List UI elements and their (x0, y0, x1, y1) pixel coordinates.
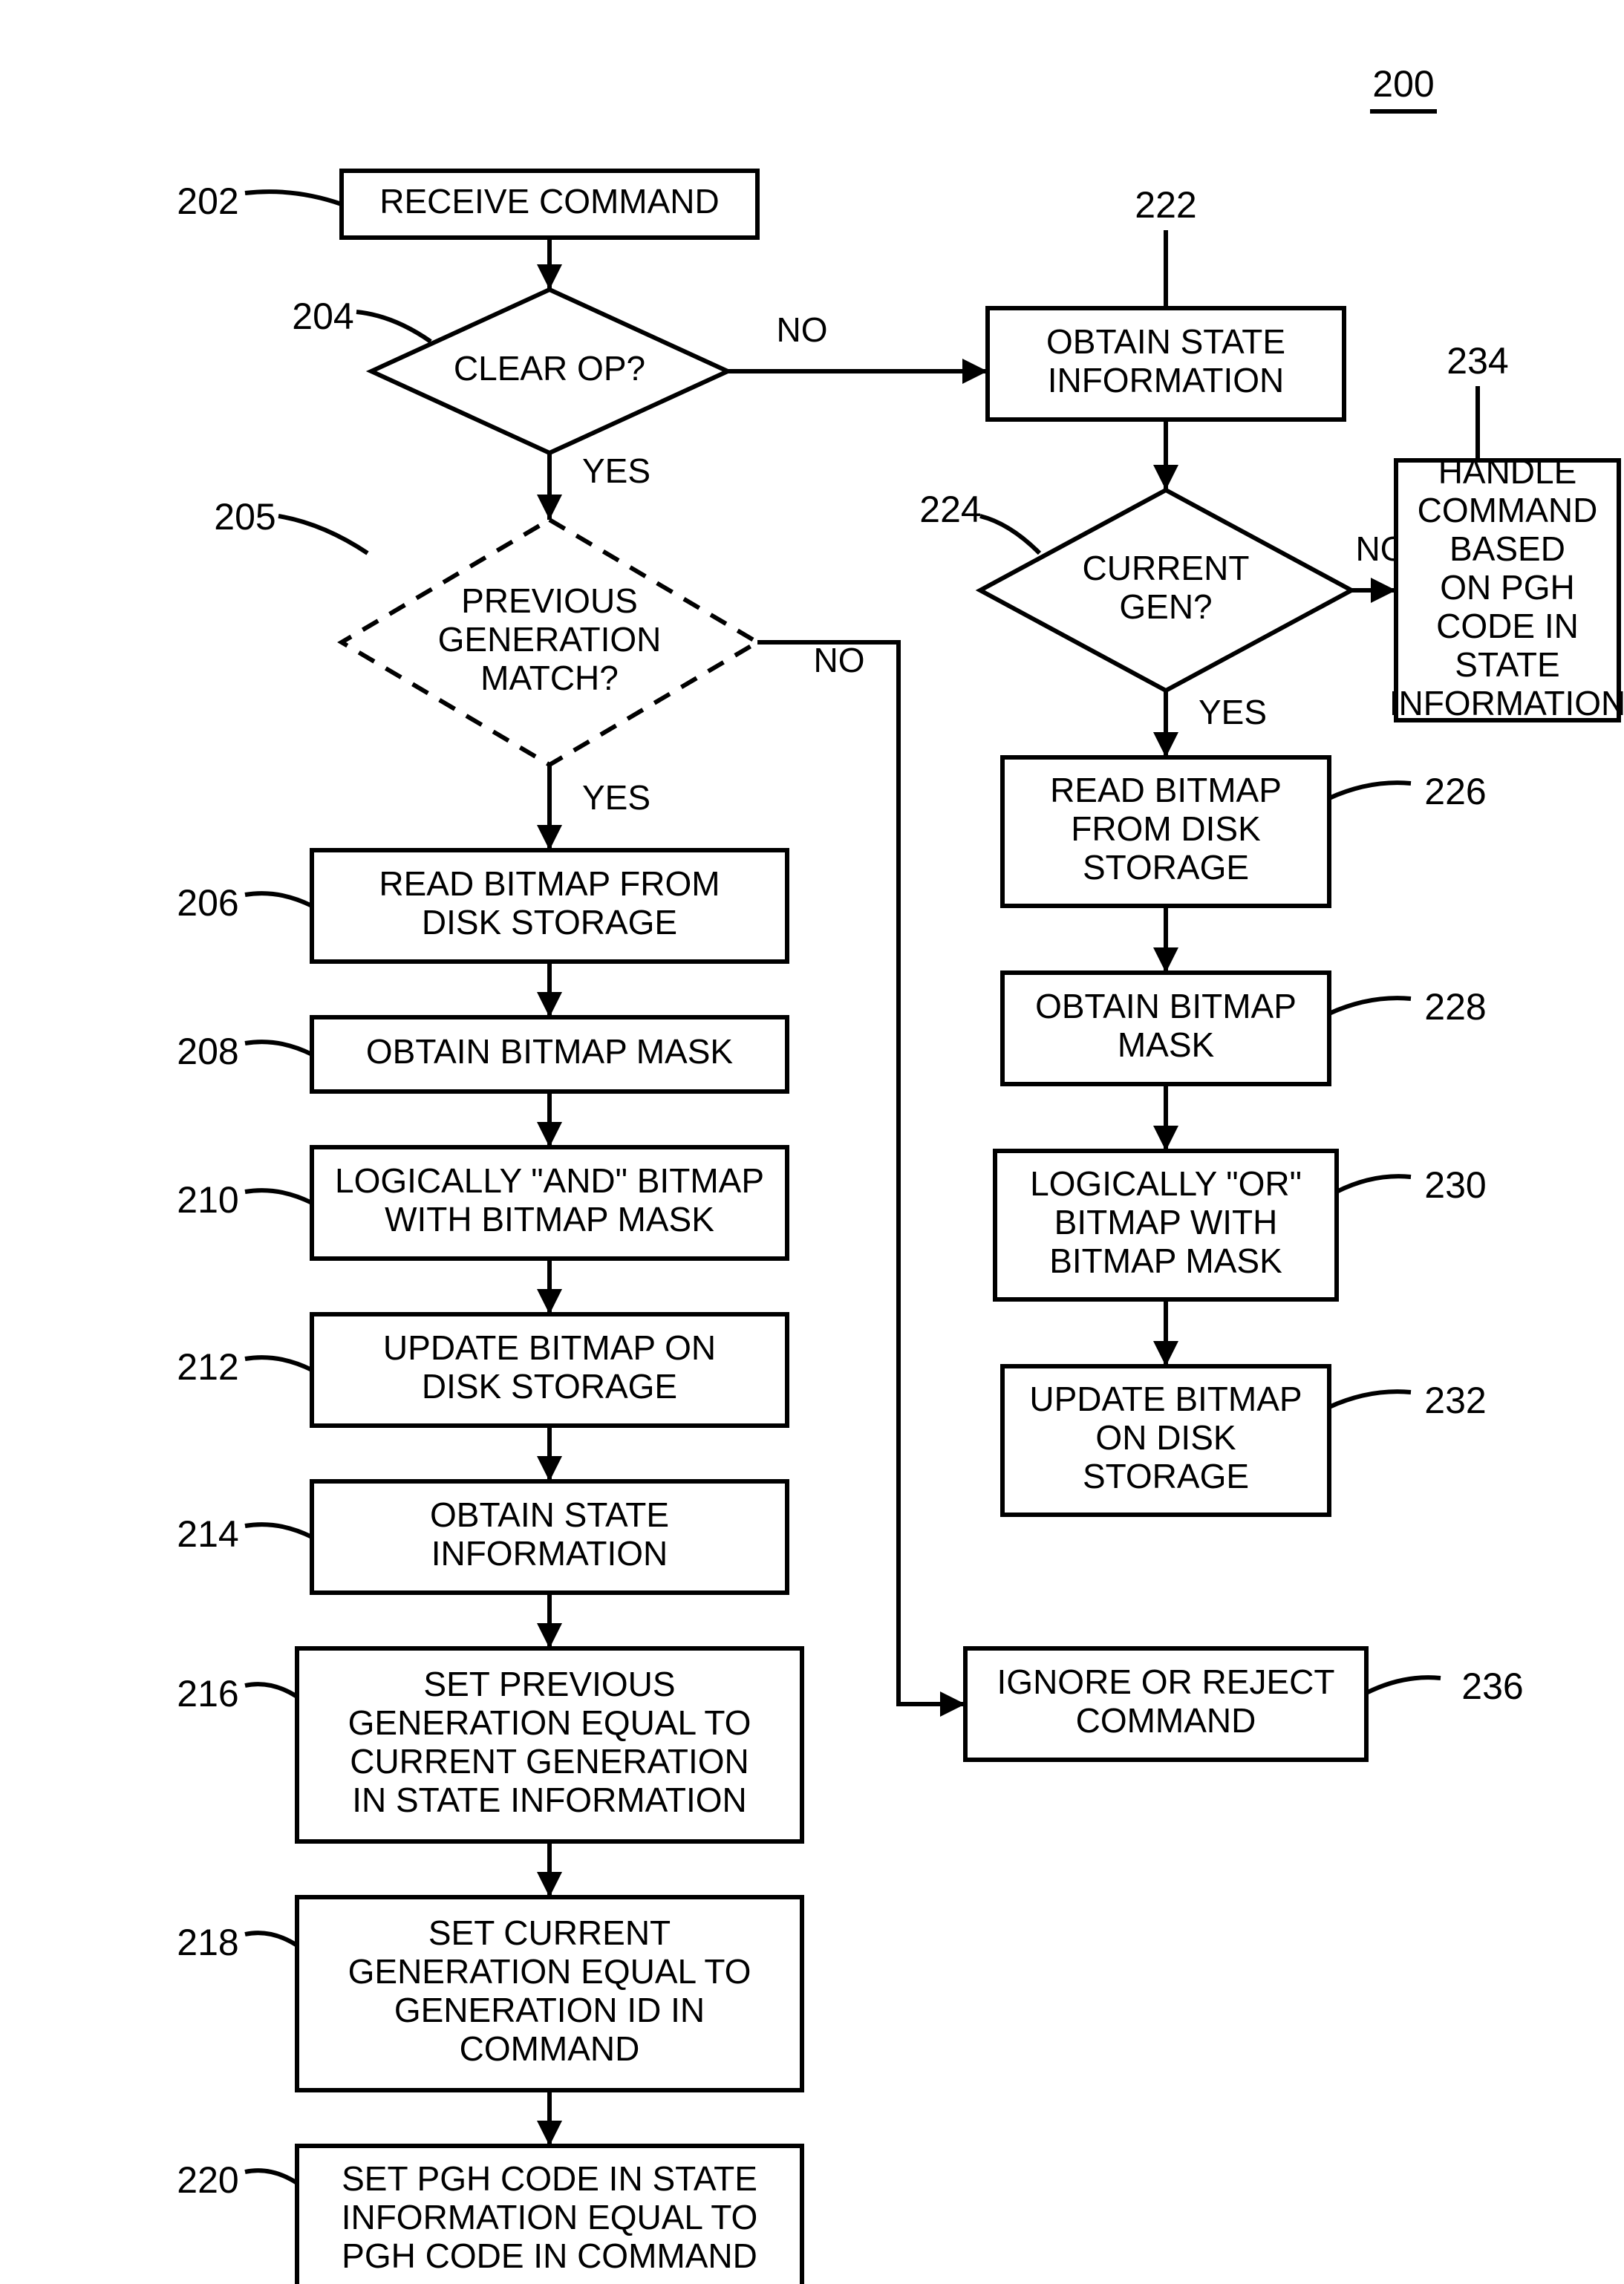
ref-label-204: 204 (292, 296, 353, 337)
node-234-text-line-1: COMMAND (1418, 491, 1598, 529)
node-205-text-line-2: MATCH? (480, 659, 619, 697)
ref-label-224: 224 (919, 489, 981, 530)
node-212-text-line-0: UPDATE BITMAP ON (383, 1328, 716, 1367)
node-216-text-line-2: CURRENT GENERATION (350, 1742, 749, 1781)
figure-number-label: 200 (1372, 63, 1434, 105)
node-216-text-line-1: GENERATION EQUAL TO (348, 1703, 751, 1742)
node-232-text-line-2: STORAGE (1083, 1457, 1249, 1495)
node-230-text-line-0: LOGICALLY "OR" (1030, 1164, 1302, 1203)
node-204-text-line-0: CLEAR OP? (454, 349, 645, 388)
node-218-text-line-2: GENERATION ID IN (394, 1991, 705, 2029)
node-214-text-line-0: OBTAIN STATE (430, 1495, 669, 1534)
ref-label-206: 206 (177, 882, 238, 924)
ref-label-202: 202 (177, 180, 238, 222)
node-222-text-line-1: INFORMATION (1048, 361, 1285, 399)
node-234-text-line-3: ON PGH (1440, 568, 1574, 607)
node-228-text-line-0: OBTAIN BITMAP (1035, 987, 1297, 1025)
ref-label-205: 205 (214, 496, 275, 538)
node-234-text-line-5: STATE (1455, 645, 1559, 684)
node-216-text-line-0: SET PREVIOUS (423, 1665, 675, 1703)
ref-label-232: 232 (1424, 1380, 1486, 1421)
node-210-text-line-1: WITH BITMAP MASK (385, 1200, 714, 1239)
ref-label-228: 228 (1424, 986, 1486, 1028)
ref-label-222: 222 (1135, 184, 1196, 226)
node-206-text-line-0: READ BITMAP FROM (379, 864, 720, 903)
node-234-text-line-4: CODE IN (1436, 607, 1579, 645)
node-212-text-line-1: DISK STORAGE (422, 1367, 677, 1406)
ref-label-230: 230 (1424, 1164, 1486, 1206)
node-224-text-line-1: GEN? (1119, 587, 1212, 626)
flowchart-canvas: 200YESNOYESNOYESNORECEIVE COMMANDCLEAR O… (0, 0, 1624, 2284)
ref-label-214: 214 (177, 1513, 238, 1555)
edge-label-205-236: NO (814, 641, 865, 679)
node-226-text-line-0: READ BITMAP (1050, 771, 1282, 809)
node-208-text-line-0: OBTAIN BITMAP MASK (366, 1032, 733, 1071)
ref-label-226: 226 (1424, 771, 1486, 812)
node-236-text-line-1: COMMAND (1076, 1701, 1256, 1740)
node-216-text-line-3: IN STATE INFORMATION (352, 1781, 747, 1819)
node-218-text-line-3: COMMAND (460, 2029, 640, 2068)
node-224-text-line-0: CURRENT (1083, 549, 1250, 587)
node-234-text-line-2: BASED (1449, 529, 1565, 568)
node-232-text-line-0: UPDATE BITMAP (1029, 1380, 1302, 1418)
edge-label-204-222: NO (777, 310, 828, 349)
node-234-text-line-6: INFORMATION (1389, 684, 1624, 722)
ref-label-210: 210 (177, 1179, 238, 1221)
ref-label-234: 234 (1447, 340, 1508, 382)
node-226-text-line-1: FROM DISK (1071, 809, 1261, 848)
node-214-text-line-1: INFORMATION (431, 1534, 668, 1573)
ref-label-220: 220 (177, 2159, 238, 2201)
node-202-text-line-0: RECEIVE COMMAND (379, 182, 719, 221)
edge-label-224-226: YES (1199, 693, 1267, 731)
edge-label-205-206: YES (582, 778, 650, 817)
node-236-text-line-0: IGNORE OR REJECT (997, 1663, 1335, 1701)
node-205-text-line-0: PREVIOUS (461, 581, 638, 620)
ref-label-212: 212 (177, 1346, 238, 1388)
ref-label-216: 216 (177, 1673, 238, 1714)
node-234-text-line-0: HANDLE (1438, 452, 1577, 491)
node-205-text-line-1: GENERATION (438, 620, 662, 659)
node-230-text-line-1: BITMAP WITH (1054, 1203, 1278, 1241)
node-228-text-line-1: MASK (1118, 1025, 1215, 1064)
node-232-text-line-1: ON DISK (1095, 1418, 1236, 1457)
node-220-text-line-0: SET PGH CODE IN STATE (342, 2159, 757, 2198)
node-230-text-line-2: BITMAP MASK (1049, 1241, 1282, 1280)
node-226-text-line-2: STORAGE (1083, 848, 1249, 887)
node-220-text-line-1: INFORMATION EQUAL TO (342, 2198, 758, 2236)
node-218-text-line-1: GENERATION EQUAL TO (348, 1952, 751, 1991)
ref-label-218: 218 (177, 1922, 238, 1963)
node-220-text-line-2: PGH CODE IN COMMAND (342, 2236, 757, 2275)
node-206-text-line-1: DISK STORAGE (422, 903, 677, 942)
node-218-text-line-0: SET CURRENT (428, 1913, 671, 1952)
node-222-text-line-0: OBTAIN STATE (1046, 322, 1285, 361)
ref-label-208: 208 (177, 1031, 238, 1072)
edge-label-204-205: YES (582, 451, 650, 490)
node-210-text-line-0: LOGICALLY "AND" BITMAP (335, 1161, 764, 1200)
ref-label-236: 236 (1461, 1665, 1523, 1707)
